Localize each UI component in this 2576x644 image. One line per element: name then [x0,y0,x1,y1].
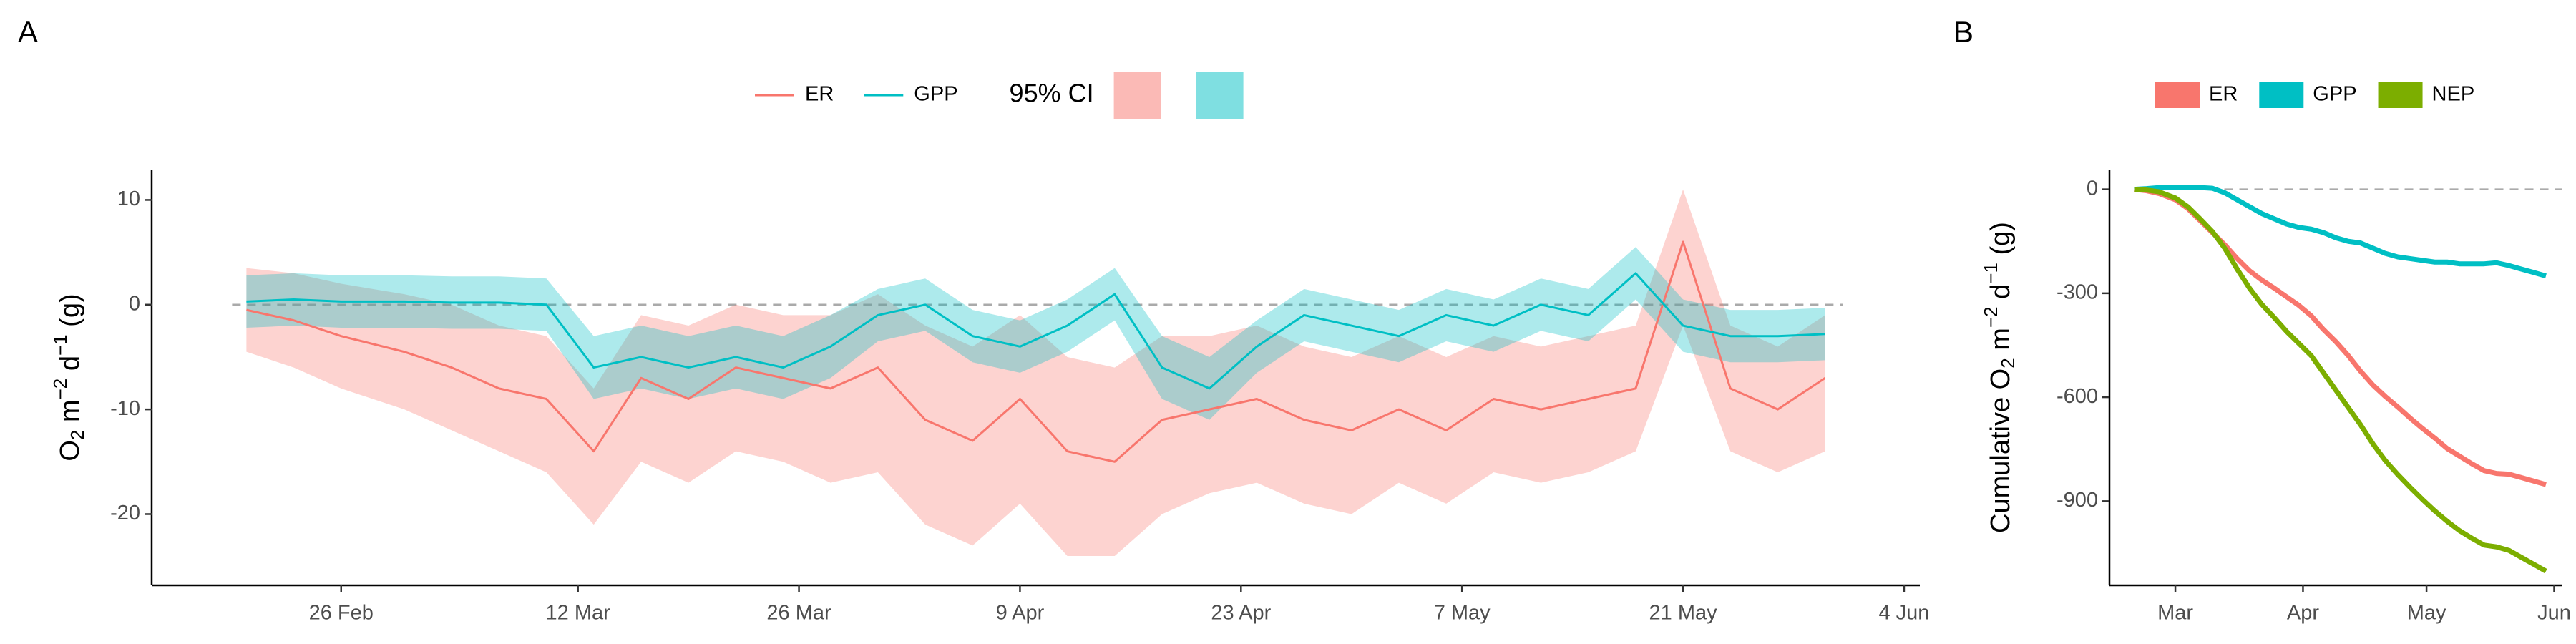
y-tick-label: -600 [2057,385,2098,408]
y-axis-label-part: Cumulative O [1986,369,2016,533]
y-axis-label-part: −1 [49,334,71,356]
y-axis-label-part: O [55,440,85,462]
legend-swatch [1113,72,1161,119]
series-line [2134,187,2547,487]
x-tick-label: May [2407,602,2446,625]
y-axis-label-part: −1 [1980,263,2001,284]
y-axis-label-part: d [55,356,85,379]
legend-title: 95% CI [1010,79,1094,108]
y-tick-label: 0 [129,292,140,315]
y-tick-label: 0 [2087,177,2098,200]
legend-swatch [1196,72,1244,119]
legend-label: GPP [2313,83,2356,106]
panel-label: A [18,15,38,49]
legend-swatch [2378,82,2423,108]
x-tick-label: 9 Apr [996,602,1045,625]
series-line [246,240,1826,463]
ci-ribbon [246,247,1825,420]
y-axis-label-part: 2 [67,430,88,440]
x-tick-label: 26 Mar [766,602,831,625]
x-tick-label: 7 May [1434,602,1491,625]
legend-swatch [2259,82,2304,108]
legend-swatch [2155,82,2200,108]
y-axis-label-part: d [1986,284,2016,307]
x-tick-label: 23 Apr [1211,602,1271,625]
legend-label: ER [2209,83,2238,106]
y-axis-label-part: (g) [1986,222,2016,263]
series-line [2134,185,2547,279]
y-axis-label-part: (g) [55,293,85,334]
y-tick-label: 10 [117,187,140,210]
legend-label: ER [805,83,834,106]
legend-label: NEP [2432,83,2475,106]
y-tick-label: -10 [110,397,140,420]
y-tick-label: -300 [2057,281,2098,304]
x-tick-label: Jun [2537,602,2571,625]
y-axis-label-part: 2 [1997,358,2019,368]
x-tick-label: 4 Jun [1878,602,1929,625]
x-tick-label: Mar [2157,602,2193,625]
x-tick-label: Apr [2287,602,2319,625]
legend-label: GPP [914,83,957,106]
x-tick-label: 21 May [1649,602,1718,625]
y-axis-label: Cumulative O2 m−2 d−1 (g) [1980,222,2019,533]
x-tick-label: 26 Feb [309,602,374,625]
panel-label: B [1953,15,1974,49]
x-tick-label: 12 Mar [546,602,611,625]
series-line [246,272,1825,390]
y-axis-label: O2 m−2 d−1 (g) [49,293,88,461]
y-axis-label-part: −2 [1980,306,2001,328]
y-tick-label: -20 [110,502,140,525]
ci-ribbon [246,189,1825,557]
series-line [2134,187,2547,574]
y-axis-label-part: −2 [49,379,71,400]
y-axis-label-part: m [55,399,85,429]
y-tick-label: -900 [2057,489,2098,512]
y-axis-label-part: m [1986,328,2016,358]
